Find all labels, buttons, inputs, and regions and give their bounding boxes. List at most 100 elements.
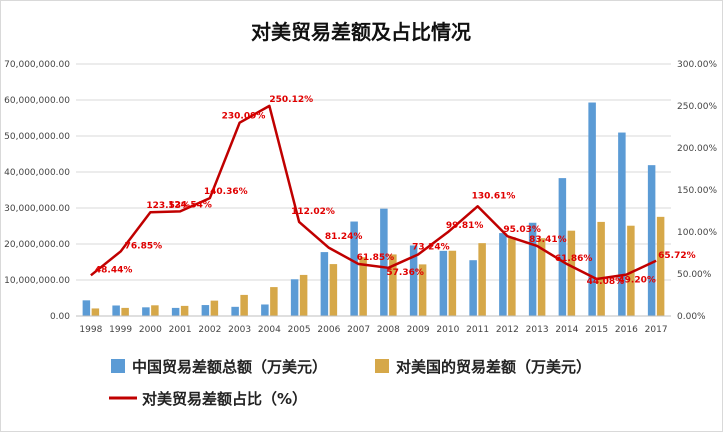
bar-us xyxy=(418,264,427,316)
bar-us xyxy=(508,237,516,316)
x-tick-label: 2005 xyxy=(288,325,311,335)
bar-total xyxy=(201,305,210,316)
y-left-tick-label: 30,000,000.00 xyxy=(4,204,70,214)
y-right-tick-label: 250.00% xyxy=(677,102,717,112)
bar-us xyxy=(597,221,605,316)
gridlines xyxy=(76,63,671,317)
ratio-data-label: 61.85% xyxy=(357,253,395,263)
ratio-line-path xyxy=(90,104,657,281)
ratio-data-label: 81.24% xyxy=(325,232,363,242)
bar-total xyxy=(469,260,477,316)
bar-us xyxy=(359,257,367,316)
ratio-data-label: 95.03% xyxy=(503,225,541,235)
y-left-tick-label: 20,000,000.00 xyxy=(4,240,70,250)
bar-total xyxy=(380,208,388,316)
ratio-data-label: 230.09% xyxy=(222,112,266,122)
bar-total xyxy=(409,245,418,316)
ratio-data-label: 76.85% xyxy=(125,241,163,251)
legend-swatch-total xyxy=(111,359,125,373)
bar-us xyxy=(627,225,635,316)
bar-us xyxy=(478,243,486,316)
x-tick-label: 2010 xyxy=(436,325,459,335)
y-left-tick-label: 40,000,000.00 xyxy=(4,168,70,178)
y-left-tick-label: 70,000,000.00 xyxy=(4,60,70,70)
bar-us xyxy=(567,230,576,316)
x-tick-label: 2003 xyxy=(228,325,251,335)
ratio-data-label: 48.44% xyxy=(95,265,133,275)
y-left-tick-label: 10,000,000.00 xyxy=(4,276,70,286)
ratio-data-label: 83.41% xyxy=(529,235,567,245)
ratio-data-label: 44.08% xyxy=(587,277,625,287)
bar-us xyxy=(180,305,189,316)
x-tick-label: 2016 xyxy=(615,325,638,335)
x-tick-label: 2001 xyxy=(169,325,192,335)
bar-us xyxy=(656,216,665,316)
legend-label-total: 中国贸易差额总额（万美元） xyxy=(132,358,327,376)
bar-total xyxy=(588,102,596,317)
bar-us xyxy=(91,308,100,316)
x-tick-label: 2017 xyxy=(645,325,668,335)
x-tick-label: 2009 xyxy=(407,325,430,335)
ratio-data-label: 61.86% xyxy=(555,254,593,264)
x-tick-label: 1998 xyxy=(79,325,102,335)
x-tick-label: 1999 xyxy=(109,325,132,335)
bar-total xyxy=(439,250,448,316)
legend: 中国贸易差额总额（万美元） 对美国的贸易差额（万美元） 对美贸易差额占比（%） xyxy=(109,358,591,408)
bar-total xyxy=(499,233,507,316)
ratio-data-label: 65.72% xyxy=(658,251,696,261)
x-tick-label: 2004 xyxy=(258,325,281,335)
bar-total xyxy=(261,304,269,316)
y-left-tick-label: 50,000,000.00 xyxy=(4,132,70,142)
ratio-data-label: 49.20% xyxy=(618,276,656,286)
bar-us xyxy=(240,294,248,316)
ratio-data-label: 99.81% xyxy=(446,221,484,231)
x-tick-label: 2007 xyxy=(347,325,370,335)
ratio-data-label: 140.36% xyxy=(204,187,248,197)
bar-us xyxy=(151,305,159,316)
bar-us xyxy=(299,274,308,316)
bar-us xyxy=(329,264,338,316)
legend-swatch-us xyxy=(375,359,389,373)
legend-label-ratio: 对美贸易差额占比（%） xyxy=(142,390,307,408)
data-labels: 48.44% 76.85% 123.53%124.54% 140.36% 230.09%… xyxy=(95,95,696,287)
y-left-tick-label: 60,000,000.00 xyxy=(4,96,70,106)
bar-total xyxy=(528,222,537,316)
y-right-tick-label: 100.00% xyxy=(677,228,717,238)
y-right-tick-label: 200.00% xyxy=(677,144,717,154)
ratio-data-label: 130.61% xyxy=(472,191,516,201)
ratio-data-label: 124.54% xyxy=(168,200,212,210)
bar-us xyxy=(448,250,457,316)
ratio-line xyxy=(90,104,657,281)
bar-us xyxy=(389,254,397,316)
x-tick-label: 2012 xyxy=(496,325,519,335)
x-tick-label: 2000 xyxy=(139,325,162,335)
bar-total xyxy=(647,165,656,316)
x-tick-label: 2011 xyxy=(466,325,489,335)
bar-total xyxy=(320,252,329,316)
bar-total xyxy=(82,300,91,316)
ratio-data-label: 112.02% xyxy=(291,207,335,217)
bar-us xyxy=(270,287,278,316)
bar-us xyxy=(121,307,129,316)
x-tick-label: 2015 xyxy=(585,325,608,335)
bar-total xyxy=(290,279,299,316)
x-tick-label: 2014 xyxy=(555,325,578,335)
chart-title: 对美贸易差额及占比情况 xyxy=(251,20,471,44)
bar-us xyxy=(537,238,546,316)
y-right-tick-label: 300.00% xyxy=(677,60,717,70)
bar-total xyxy=(171,307,180,316)
bar-total xyxy=(558,178,567,316)
ratio-data-label: 57.36% xyxy=(386,268,424,278)
x-tick-label: 2008 xyxy=(377,325,400,335)
axes: 0.00 10,000,000.00 20,000,000.00 30,000,000… xyxy=(4,60,717,335)
y-right-tick-label: 0.00% xyxy=(677,312,706,322)
bar-total xyxy=(350,221,358,316)
ratio-data-label: 250.12% xyxy=(269,95,313,105)
bar-total xyxy=(231,306,239,316)
y-right-tick-label: 50.00% xyxy=(677,270,712,280)
y-right-tick-label: 150.00% xyxy=(677,186,717,196)
ratio-data-label: 73.24% xyxy=(412,242,450,252)
legend-label-us: 对美国的贸易差额（万美元） xyxy=(396,358,591,376)
